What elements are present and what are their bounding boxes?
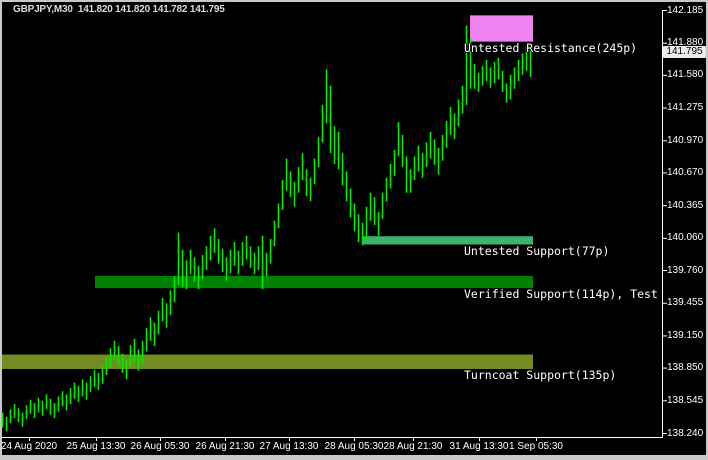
turncoat-support-zone xyxy=(2,354,533,369)
price-axis-label: 139.455 xyxy=(667,297,704,309)
price-axis-label: 140.060 xyxy=(667,232,704,244)
untested-resistance-zone xyxy=(470,15,533,42)
time-axis-label: 24 Aug 2020 xyxy=(0,441,58,452)
symbol-period-label: GBPJPY,M30 xyxy=(13,4,73,15)
price-axis-label: 139.760 xyxy=(667,264,704,276)
untested-resistance-label: Untested Resistance(245p) xyxy=(464,40,638,55)
turncoat-support-label: Turncoat Support(135p) xyxy=(464,368,617,382)
time-axis-label: 25 Aug 13:30 xyxy=(66,441,126,452)
price-axis-label: 139.150 xyxy=(667,329,704,341)
time-axis-label: 26 Aug 21:30 xyxy=(195,441,255,452)
verified-support-zone xyxy=(95,275,533,289)
time-axis-label: 28 Aug 05:30 xyxy=(324,441,384,452)
price-axis-label: 140.670 xyxy=(667,166,704,178)
time-axis-label: 26 Aug 05:30 xyxy=(130,441,190,452)
price-axis-label: 142.185 xyxy=(667,4,704,16)
price-bars-series xyxy=(1,25,532,431)
price-axis-label: 141.580 xyxy=(667,69,704,81)
time-axis-label: 27 Aug 13:30 xyxy=(259,441,319,452)
untested-support-label: Untested Support(77p) xyxy=(464,243,610,258)
verified-support-label: Verified Support(114p), Test xyxy=(464,287,658,302)
current-price-badge: 141.795 xyxy=(663,45,706,58)
price-axis-label: 141.880 xyxy=(667,37,704,49)
ohlc-quotes-label: 141.820 141.820 141.782 141.795 xyxy=(72,4,225,15)
time-axis-label: 31 Aug 13:30 xyxy=(449,441,509,452)
chart-title: GBPJPY,M30 141.820 141.820 141.782 141.7… xyxy=(13,4,225,15)
time-axis-label: 1 Sep 05:30 xyxy=(509,441,563,452)
time-axis-label: 28 Aug 21:30 xyxy=(383,441,443,452)
untested-support-zone xyxy=(363,236,533,245)
price-axis-label: 138.240 xyxy=(667,427,704,439)
price-axis-label: 140.365 xyxy=(667,199,704,211)
price-axis-label: 141.275 xyxy=(667,102,704,114)
price-axis-label: 140.970 xyxy=(667,134,704,146)
price-axis-label: 138.545 xyxy=(667,394,704,406)
price-axis-label: 138.850 xyxy=(667,362,704,374)
